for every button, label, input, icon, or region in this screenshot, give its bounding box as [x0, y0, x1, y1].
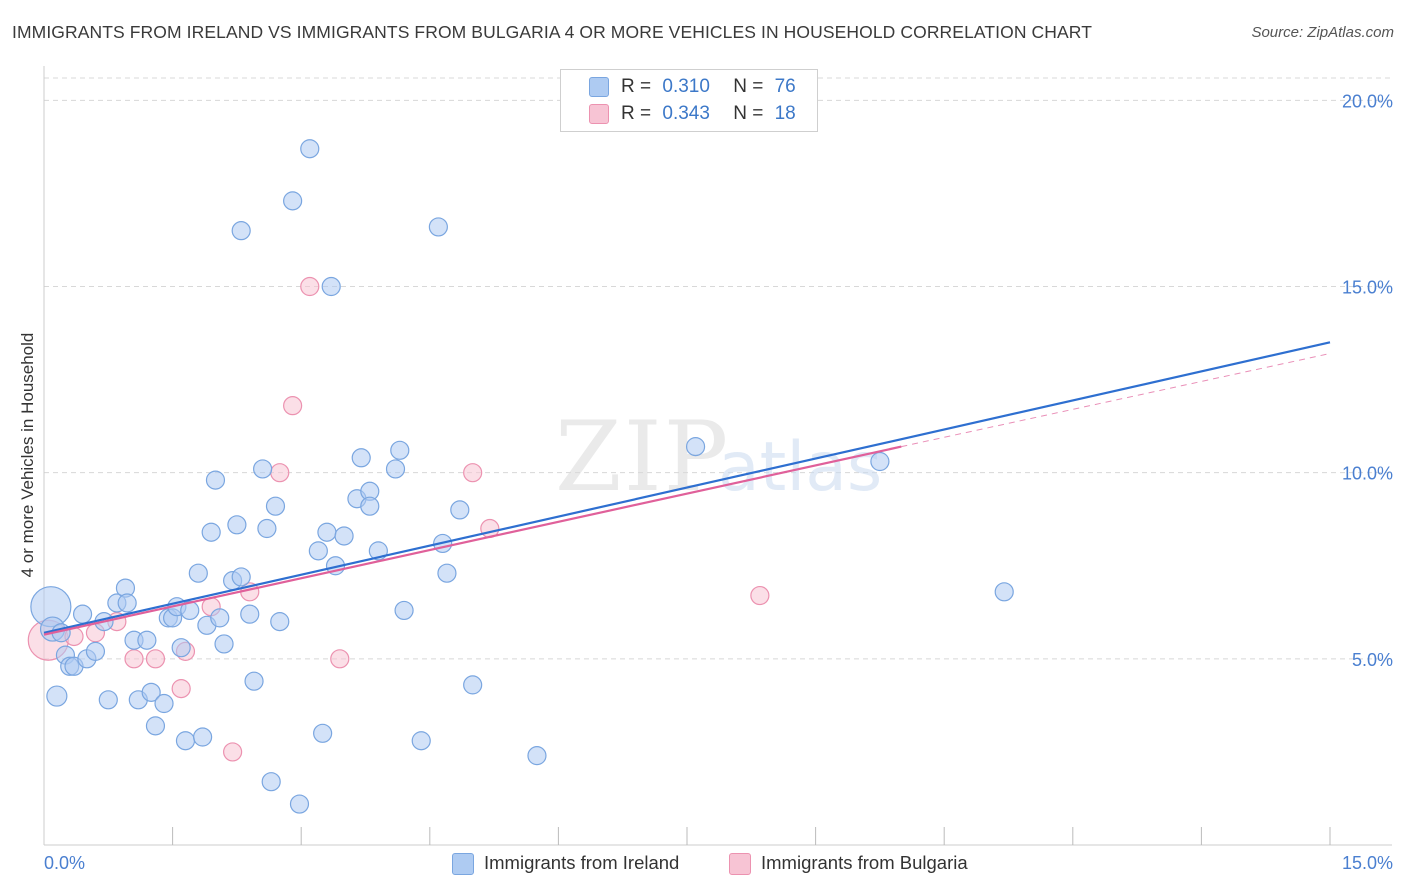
- point-bulgaria: [283, 396, 303, 416]
- y-tick-label: 10.0%: [1342, 464, 1393, 484]
- point-ireland: [72, 604, 93, 624]
- point-ireland: [117, 593, 137, 613]
- point-ireland: [390, 440, 410, 460]
- point-ireland: [141, 682, 161, 702]
- point-ireland: [351, 448, 371, 468]
- trendline-bulgaria-extension: [901, 353, 1331, 448]
- point-ireland: [360, 496, 380, 516]
- point-ireland: [317, 522, 337, 542]
- legend-r-value: 0.310: [662, 76, 710, 97]
- legend-n-value: 76: [774, 76, 796, 97]
- legend-text-ireland: R = 0.310 N = 76: [621, 76, 796, 98]
- x-tick-label: 0.0%: [44, 853, 85, 873]
- point-ireland: [205, 470, 226, 490]
- legend: R = 0.310 N = 76 R = 0.343 N = 18: [560, 69, 818, 132]
- point-ireland: [411, 731, 431, 751]
- point-ireland: [270, 612, 290, 632]
- point-ireland: [193, 727, 213, 747]
- point-bulgaria: [124, 649, 144, 669]
- point-ireland: [428, 217, 448, 237]
- point-ireland: [308, 541, 328, 561]
- legend-r-label: R =: [621, 103, 652, 124]
- point-ireland: [137, 630, 157, 650]
- y-tick-label: 20.0%: [1342, 91, 1393, 111]
- series-bulgaria: [27, 276, 770, 762]
- point-ireland: [210, 608, 230, 628]
- point-ireland: [154, 693, 174, 714]
- point-ireland: [171, 638, 191, 658]
- point-bulgaria: [750, 585, 770, 606]
- point-ireland: [463, 675, 483, 695]
- point-ireland: [450, 500, 470, 520]
- point-ireland: [214, 634, 234, 654]
- bottom-legend-swatch-bulgaria: [729, 853, 751, 875]
- axes: [43, 66, 1392, 846]
- point-ireland: [321, 276, 341, 297]
- point-bulgaria: [463, 463, 483, 483]
- point-bulgaria: [330, 649, 350, 669]
- point-bulgaria: [300, 276, 320, 297]
- point-ireland: [394, 600, 414, 621]
- series-ireland: [30, 139, 1014, 814]
- point-ireland: [227, 515, 247, 535]
- point-ireland: [145, 716, 166, 736]
- point-ireland: [188, 563, 208, 583]
- point-ireland: [261, 772, 281, 792]
- x-tick-label: 15.0%: [1342, 853, 1393, 873]
- point-ireland: [253, 459, 273, 479]
- trendline-bulgaria: [43, 445, 902, 636]
- point-ireland: [265, 496, 286, 516]
- legend-r-label: R =: [621, 76, 652, 97]
- watermark-atlas: atlas: [718, 428, 882, 507]
- point-ireland: [244, 671, 264, 691]
- legend-text-bulgaria: R = 0.343 N = 18: [621, 103, 796, 125]
- bottom-legend-label-bulgaria: Immigrants from Bulgaria: [761, 852, 968, 873]
- watermark: ZIP atlas: [555, 401, 882, 513]
- bottom-legend-swatch-ireland: [452, 853, 474, 875]
- legend-swatch-bulgaria: [589, 104, 609, 124]
- source-credit: Source: ZipAtlas.com: [1251, 24, 1394, 41]
- trend-lines: [43, 341, 1331, 636]
- watermark-zip: ZIP: [555, 401, 730, 513]
- point-ireland: [46, 685, 68, 707]
- point-ireland: [201, 522, 221, 542]
- point-ireland: [289, 794, 310, 814]
- point-ireland: [231, 567, 251, 587]
- y-tick-label: 15.0%: [1342, 278, 1393, 298]
- legend-r-value: 0.343: [662, 103, 710, 124]
- point-ireland: [527, 746, 547, 766]
- point-ireland: [98, 690, 118, 710]
- tick-labels: 5.0% 10.0% 15.0% 20.0% 0.0% 15.0%: [44, 91, 1393, 873]
- point-ireland: [313, 723, 333, 743]
- point-ireland: [437, 563, 457, 583]
- legend-n-value: 18: [774, 103, 796, 124]
- point-ireland: [180, 600, 200, 621]
- bottom-legend-label-ireland: Immigrants from Ireland: [484, 852, 680, 873]
- point-bulgaria: [145, 649, 166, 669]
- point-ireland: [870, 451, 890, 472]
- point-ireland: [257, 518, 277, 539]
- legend-swatch-ireland: [589, 77, 609, 97]
- point-ireland: [385, 459, 406, 479]
- point-ireland: [685, 437, 706, 457]
- legend-n-label: N =: [733, 76, 764, 97]
- chart-title: IMMIGRANTS FROM IRELAND VS IMMIGRANTS FR…: [12, 22, 1093, 42]
- point-ireland: [334, 526, 354, 546]
- point-bulgaria: [270, 463, 290, 483]
- point-ireland: [175, 731, 196, 751]
- point-ireland: [300, 139, 320, 159]
- point-ireland: [994, 582, 1014, 602]
- point-bulgaria: [171, 679, 191, 699]
- point-ireland: [85, 641, 106, 661]
- point-ireland: [231, 221, 251, 241]
- point-ireland: [240, 604, 260, 624]
- point-bulgaria: [223, 742, 243, 762]
- trendline-ireland: [43, 341, 1331, 634]
- y-tick-label: 5.0%: [1352, 650, 1393, 670]
- point-ireland: [283, 191, 303, 211]
- legend-n-label: N =: [733, 103, 764, 124]
